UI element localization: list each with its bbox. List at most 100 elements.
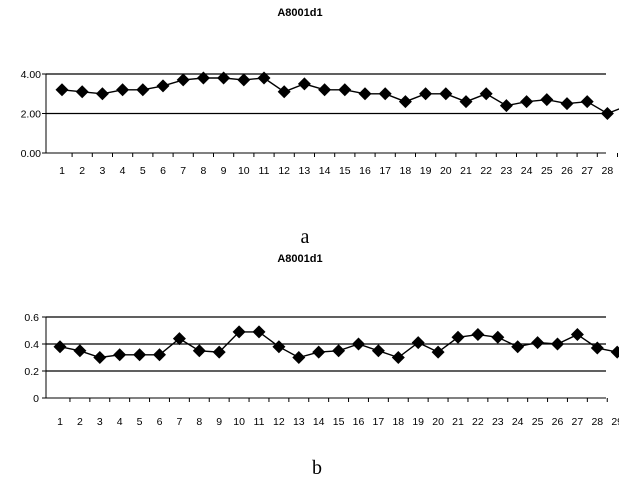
data-point (312, 345, 326, 359)
data-point (479, 87, 493, 101)
data-point (560, 97, 574, 111)
data-point (237, 73, 251, 87)
data-point (93, 351, 107, 364)
data-point (257, 71, 271, 85)
data-point (411, 336, 425, 350)
data-point (172, 332, 186, 346)
x-tick-label: 26 (561, 165, 573, 177)
x-tick-label: 3 (99, 165, 105, 177)
chart-b: A8001d1 00.20.40.6 1 2 3 4 5 6 7 8 9 10 11 12 13 14 15… (24, 253, 619, 479)
data-point (196, 71, 210, 85)
data-point (431, 345, 445, 359)
x-tick-label: 27 (581, 165, 593, 177)
x-tick-label: 28 (602, 165, 614, 177)
data-point (610, 345, 619, 359)
data-point (371, 344, 385, 358)
x-tick-label: 14 (313, 416, 325, 428)
chart-a-x-ticks: 1 2 3 4 5 6 7 8 9 10 11 12 13 14 15 16 17 18 19 20 21 22 23 24 2… (59, 153, 618, 177)
x-tick-label: 11 (254, 416, 265, 428)
x-tick-label: 28 (591, 416, 603, 428)
data-point (73, 344, 87, 358)
chart-b-gridlines (46, 316, 606, 372)
x-tick-label: 5 (137, 416, 143, 428)
x-tick-label: 18 (392, 416, 404, 428)
x-tick-label: 23 (501, 165, 513, 177)
x-tick-label: 13 (293, 416, 305, 428)
x-tick-label: 17 (379, 165, 391, 177)
x-tick-label: 27 (572, 416, 584, 428)
y-tick-label: 4.00 (21, 69, 42, 81)
chart-a-caption: a (301, 226, 310, 248)
chart-a-y-ticks: 0.00 2.00 4.00 (21, 69, 46, 160)
data-point (292, 351, 306, 364)
x-tick-label: 8 (196, 416, 202, 428)
data-point (580, 95, 594, 109)
data-point (419, 87, 433, 101)
x-tick-label: 16 (353, 416, 365, 428)
x-tick-label: 12 (278, 165, 290, 177)
x-tick-label: 14 (319, 165, 331, 177)
x-tick-label: 9 (216, 416, 222, 428)
data-point (520, 95, 534, 109)
data-point (153, 348, 166, 362)
data-point (252, 325, 266, 339)
data-point (53, 340, 67, 354)
x-tick-label: 24 (521, 165, 533, 177)
chart-a-title: A8001d1 (277, 7, 322, 19)
x-tick-label: 4 (120, 165, 126, 177)
data-point (471, 328, 485, 342)
x-tick-label: 24 (512, 416, 524, 428)
data-point (133, 348, 147, 362)
data-point (338, 83, 352, 97)
x-tick-label: 5 (140, 165, 146, 177)
x-tick-label: 26 (552, 416, 564, 428)
data-point (156, 79, 170, 93)
data-point (232, 325, 246, 339)
x-tick-label: 3 (97, 416, 103, 428)
data-point (352, 337, 365, 351)
x-tick-label: 6 (157, 416, 163, 428)
x-tick-label: 21 (460, 165, 472, 177)
x-tick-label: 7 (180, 165, 186, 177)
data-point (75, 85, 89, 99)
y-tick-label: 0.6 (24, 312, 39, 324)
data-point (531, 336, 545, 350)
x-tick-label: 4 (117, 416, 123, 428)
x-tick-label: 8 (200, 165, 206, 177)
data-point (297, 77, 311, 91)
x-tick-label: 12 (273, 416, 285, 428)
data-point (511, 340, 525, 354)
y-tick-label: 0.4 (24, 339, 39, 351)
data-point (113, 348, 127, 362)
y-tick-label: 0 (33, 393, 39, 405)
x-tick-label: 2 (79, 165, 85, 177)
y-tick-label: 2.00 (21, 109, 42, 121)
data-point (451, 330, 465, 344)
x-tick-label: 25 (532, 416, 544, 428)
data-point (570, 328, 584, 342)
data-point (391, 351, 405, 364)
x-tick-label: 11 (259, 165, 270, 177)
data-point (116, 83, 130, 97)
x-tick-label: 20 (432, 416, 444, 428)
y-tick-label: 0.00 (21, 148, 42, 160)
data-point (590, 341, 604, 355)
x-tick-label: 20 (440, 165, 452, 177)
x-tick-label: 23 (492, 416, 504, 428)
x-tick-label: 1 (59, 165, 65, 177)
data-point (272, 340, 286, 354)
x-tick-label: 21 (452, 416, 464, 428)
chart-a-markers (55, 71, 614, 120)
data-point (491, 330, 505, 344)
x-tick-label: 10 (238, 165, 250, 177)
data-point (600, 107, 614, 120)
chart-a-gridlines (46, 73, 606, 115)
x-tick-label: 17 (373, 416, 385, 428)
data-point (358, 87, 372, 101)
x-tick-label: 25 (541, 165, 553, 177)
x-tick-label: 19 (420, 165, 432, 177)
x-tick-label: 18 (400, 165, 412, 177)
x-tick-label: 16 (359, 165, 371, 177)
data-point (277, 85, 291, 99)
